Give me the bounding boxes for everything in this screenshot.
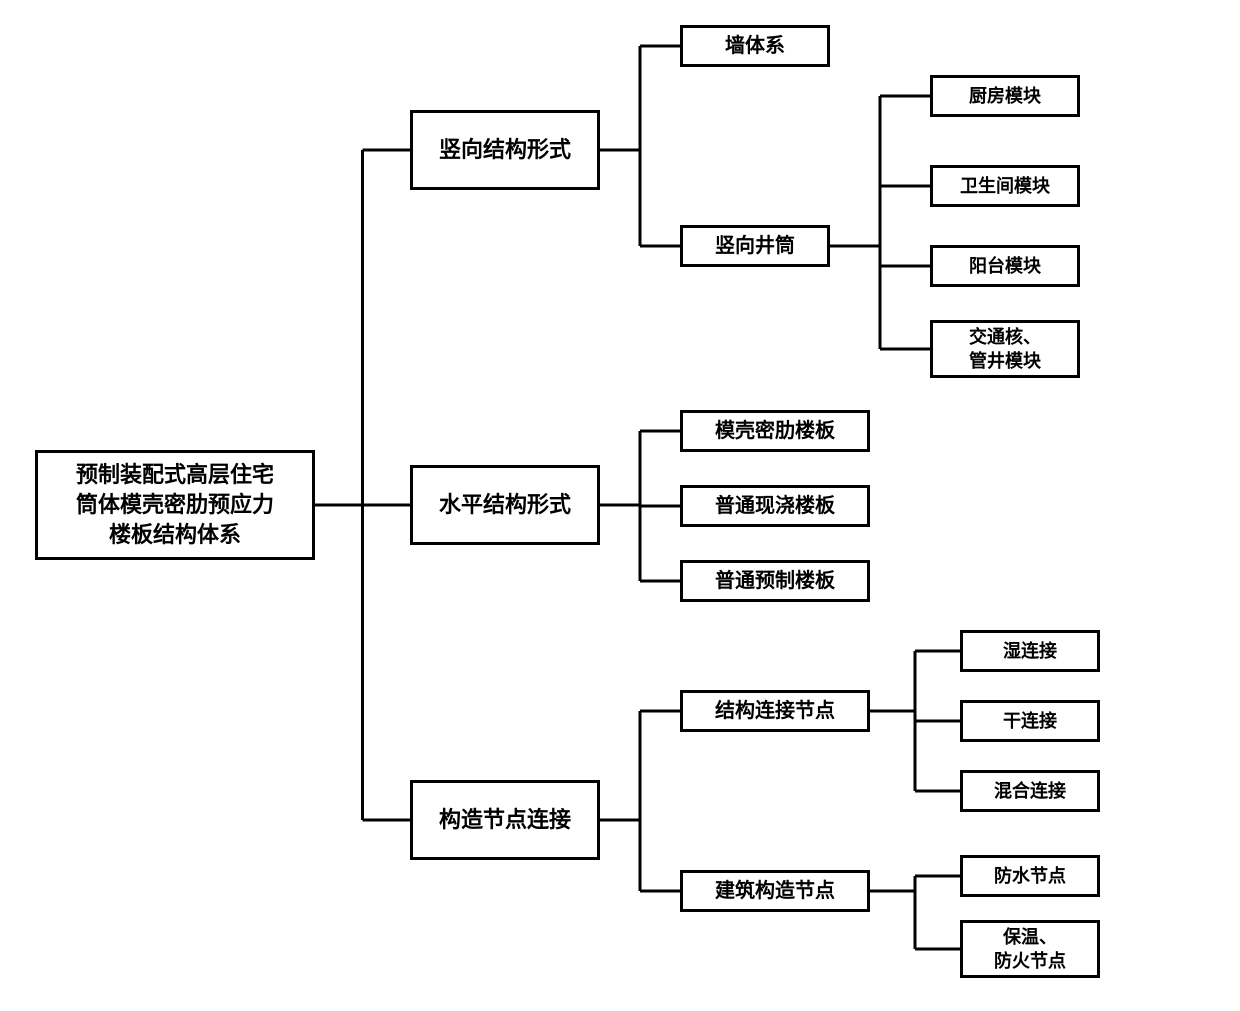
- node-wet-conn: 湿连接: [960, 630, 1100, 672]
- node-joint-connection: 构造节点连接: [410, 780, 600, 860]
- node-core-pipe-module: 交通核、管井模块: [930, 320, 1080, 378]
- node-castinplace-slab: 普通现浇楼板: [680, 485, 870, 527]
- node-building-conn: 建筑构造节点: [680, 870, 870, 912]
- node-dry-conn: 干连接: [960, 700, 1100, 742]
- node-label: 模壳密肋楼板: [715, 418, 835, 445]
- node-horizontal-structure: 水平结构形式: [410, 465, 600, 545]
- node-balcony-module: 阳台模块: [930, 245, 1080, 287]
- node-label: 混合连接: [994, 779, 1066, 803]
- node-wall-system: 墙体系: [680, 25, 830, 67]
- node-mixed-conn: 混合连接: [960, 770, 1100, 812]
- node-root: 预制装配式高层住宅筒体模壳密肋预应力楼板结构体系: [35, 450, 315, 560]
- node-vertical-shaft: 竖向井筒: [680, 225, 830, 267]
- node-label: 水平结构形式: [439, 490, 571, 520]
- node-waffle-slab: 模壳密肋楼板: [680, 410, 870, 452]
- node-bathroom-module: 卫生间模块: [930, 165, 1080, 207]
- node-label: 防水节点: [994, 864, 1066, 888]
- node-label: 普通预制楼板: [715, 568, 835, 595]
- node-label: 干连接: [1003, 709, 1057, 733]
- node-label: 墙体系: [725, 33, 785, 60]
- node-structural-conn: 结构连接节点: [680, 690, 870, 732]
- node-label: 厨房模块: [969, 84, 1041, 108]
- node-label: 竖向井筒: [715, 233, 795, 260]
- node-label: 阳台模块: [969, 254, 1041, 278]
- node-root-label: 预制装配式高层住宅筒体模壳密肋预应力楼板结构体系: [76, 460, 274, 549]
- node-label: 湿连接: [1003, 639, 1057, 663]
- node-insulation-fire: 保温、防火节点: [960, 920, 1100, 978]
- node-label: 竖向结构形式: [439, 135, 571, 165]
- node-label: 保温、防火节点: [994, 925, 1066, 974]
- node-label: 建筑构造节点: [715, 878, 835, 905]
- node-vertical-structure: 竖向结构形式: [410, 110, 600, 190]
- node-waterproof: 防水节点: [960, 855, 1100, 897]
- node-label: 普通现浇楼板: [715, 493, 835, 520]
- node-label: 构造节点连接: [439, 805, 571, 835]
- node-precast-slab: 普通预制楼板: [680, 560, 870, 602]
- node-kitchen-module: 厨房模块: [930, 75, 1080, 117]
- node-label: 交通核、管井模块: [969, 325, 1041, 374]
- node-label: 结构连接节点: [715, 698, 835, 725]
- node-label: 卫生间模块: [960, 174, 1050, 198]
